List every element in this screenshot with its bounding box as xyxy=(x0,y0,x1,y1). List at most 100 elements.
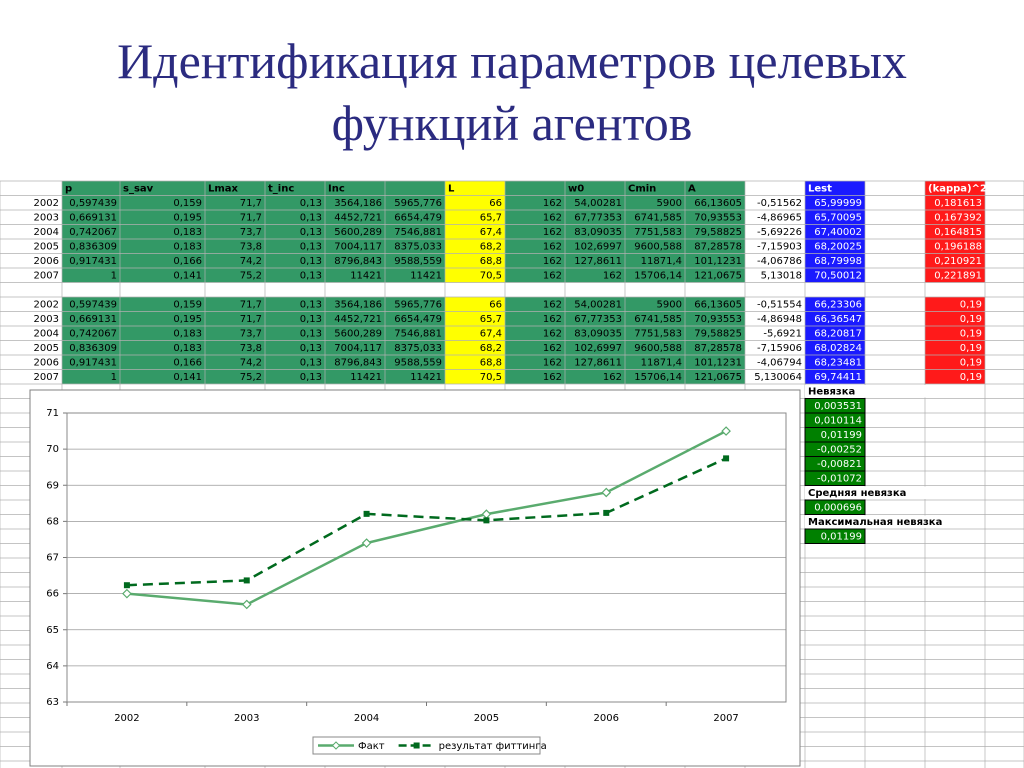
cell-bg xyxy=(325,326,385,341)
cell: 87,28578 xyxy=(694,241,742,252)
cell: -5,6921 xyxy=(763,328,802,339)
y-tick-label: 70 xyxy=(46,444,59,455)
cell-bg xyxy=(925,210,985,225)
cell: 73,7 xyxy=(240,328,262,339)
cell: 5965,776 xyxy=(394,198,442,209)
cell-bg xyxy=(505,181,565,196)
cell: 127,8611 xyxy=(574,256,622,267)
cell-bg xyxy=(445,195,505,210)
cell-bg xyxy=(805,253,865,268)
column-header: Lest xyxy=(808,183,832,194)
residual-value: 0,01199 xyxy=(821,531,862,542)
cell-bg xyxy=(625,297,685,312)
cell: 67,77353 xyxy=(574,314,622,325)
cell-bg xyxy=(120,355,205,370)
cell: 68,20025 xyxy=(814,241,862,252)
cell-bg xyxy=(62,340,120,355)
column-header: p xyxy=(65,183,72,194)
y-tick-label: 67 xyxy=(46,553,59,564)
cell-bg xyxy=(205,181,265,196)
y-tick-label: 71 xyxy=(46,408,59,419)
cell-bg xyxy=(925,253,985,268)
cell-bg xyxy=(625,181,685,196)
cell: 70,93553 xyxy=(694,212,742,223)
cell: 0,917431 xyxy=(69,357,117,368)
cell-bg xyxy=(265,210,325,225)
cell: 0,836309 xyxy=(69,343,117,354)
cell-bg xyxy=(205,253,265,268)
cell-bg xyxy=(325,239,385,254)
cell: 0,183 xyxy=(173,227,202,238)
cell: 127,8611 xyxy=(574,357,622,368)
cell: 7546,881 xyxy=(394,328,442,339)
cell-bg xyxy=(445,181,505,196)
cell: 0,13 xyxy=(300,343,322,354)
residual-cell xyxy=(804,528,866,544)
cell: 65,7 xyxy=(480,314,502,325)
y-tick-label: 68 xyxy=(46,516,59,527)
cell-bg xyxy=(385,224,445,239)
cell-bg xyxy=(445,268,505,283)
y-tick-label: 64 xyxy=(46,661,59,672)
cell: 71,7 xyxy=(240,314,262,325)
cell-bg xyxy=(120,224,205,239)
cell-bg xyxy=(120,181,205,196)
cell: 0,183 xyxy=(173,328,202,339)
cell: 66,23306 xyxy=(814,299,862,310)
cell: 0,141 xyxy=(173,270,202,281)
cell-bg xyxy=(625,195,685,210)
cell-bg xyxy=(565,369,625,384)
cell: 0,597439 xyxy=(69,198,117,209)
cell-bg xyxy=(625,210,685,225)
cell-bg xyxy=(565,297,625,312)
y-tick-label: 63 xyxy=(46,697,59,708)
cell-bg xyxy=(625,224,685,239)
cell: 3564,186 xyxy=(334,198,382,209)
cell-bg xyxy=(625,369,685,384)
cell-bg xyxy=(385,369,445,384)
cell-bg xyxy=(62,195,120,210)
cell: 0,181613 xyxy=(934,198,982,209)
cell: 69,74411 xyxy=(814,372,862,383)
cell-bg xyxy=(385,268,445,283)
cell: 162 xyxy=(543,372,562,383)
legend-label: Факт xyxy=(358,741,385,752)
cell: 70,50012 xyxy=(814,270,862,281)
row-year: 2003 xyxy=(34,212,59,223)
cell: -5,69226 xyxy=(757,227,802,238)
cell-bg xyxy=(385,239,445,254)
cell-bg xyxy=(62,210,120,225)
row-year: 2006 xyxy=(34,256,59,267)
marker xyxy=(363,510,370,517)
cell: 68,2 xyxy=(480,343,502,354)
residual-value: 0,01199 xyxy=(821,430,862,441)
cell-bg xyxy=(265,355,325,370)
cell-bg xyxy=(625,311,685,326)
cell-bg xyxy=(205,268,265,283)
cell: -7,15906 xyxy=(757,343,802,354)
cell: 68,2 xyxy=(480,241,502,252)
residual-value: 0,003531 xyxy=(814,401,862,412)
cell-bg xyxy=(805,181,865,196)
cell-bg xyxy=(625,355,685,370)
cell-bg xyxy=(685,268,745,283)
row-year: 2005 xyxy=(34,343,59,354)
column-header: Inc xyxy=(328,183,345,194)
x-tick-label: 2005 xyxy=(474,713,499,724)
cell-bg xyxy=(325,224,385,239)
cell: 162 xyxy=(543,270,562,281)
cell: -4,06794 xyxy=(757,357,802,368)
cell-bg xyxy=(385,195,445,210)
cell-bg xyxy=(62,268,120,283)
cell-bg xyxy=(685,311,745,326)
cell: 4452,721 xyxy=(334,212,382,223)
cell-bg xyxy=(265,311,325,326)
cell: 0,742067 xyxy=(69,227,117,238)
cell-bg xyxy=(385,210,445,225)
chart-area xyxy=(29,389,801,767)
cell-bg xyxy=(805,311,865,326)
cell-bg xyxy=(385,253,445,268)
cell: 162 xyxy=(603,372,622,383)
x-tick-label: 2003 xyxy=(234,713,259,724)
cell: 0,669131 xyxy=(69,314,117,325)
